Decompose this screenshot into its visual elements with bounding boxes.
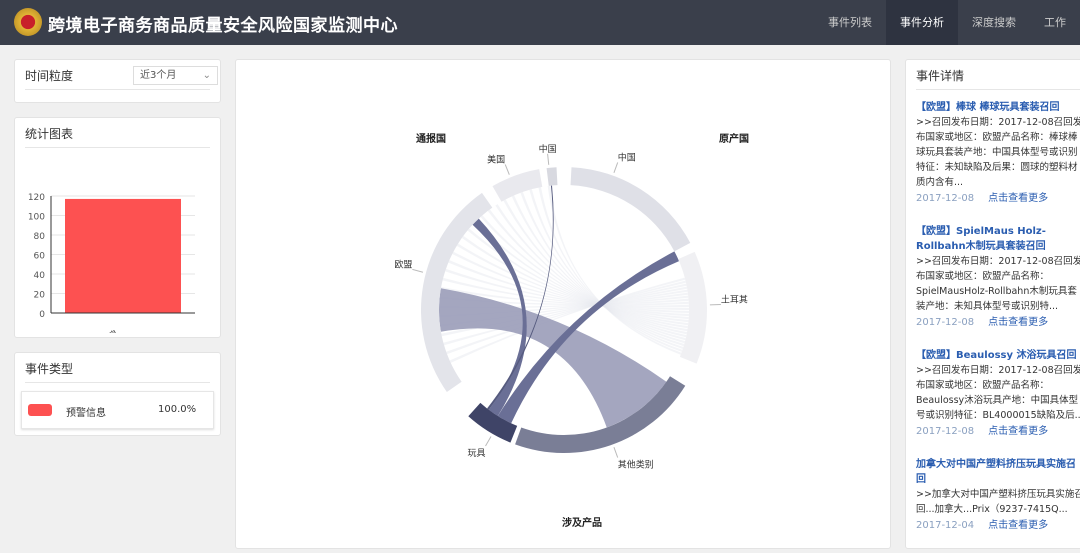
y-tick-label: 100 <box>28 213 45 223</box>
main-nav: 事件列表 事件分析 深度搜索 工作 <box>814 0 1080 45</box>
event-title-link[interactable]: 【欧盟】Beaulossy 沐浴玩具召回 <box>916 348 1080 363</box>
x-tick-label: 预警信息 <box>83 327 120 333</box>
chord-label: 美国 <box>487 153 505 165</box>
nav-deep-search[interactable]: 深度搜索 <box>958 0 1030 45</box>
chord-group-arc <box>493 169 543 202</box>
event-summary: >>召回发布日期：2017-12-08召回发布国家或地区：欧盟产品名称：Beau… <box>916 363 1080 423</box>
chord-label: 土耳其 <box>721 294 748 306</box>
chord-label: 中国 <box>618 151 636 163</box>
event-item: 【欧盟】棒球 棒球玩具套装召回 >>召回发布日期：2017-12-08召回发布国… <box>916 90 1080 214</box>
chord-diagram: 中国美国欧盟中国土耳其其他类别玩具通报国原产国涉及产品 <box>236 60 892 550</box>
bar <box>65 199 181 313</box>
details-panel: 事件详情 【欧盟】棒球 棒球玩具套装召回 >>召回发布日期：2017-12-08… <box>905 59 1080 549</box>
nav-event-list[interactable]: 事件列表 <box>814 0 886 45</box>
legend-percent: 100.0% <box>158 404 196 415</box>
event-date: 2017-12-08 <box>916 317 974 328</box>
app-title: 跨境电子商务商品质量安全风险国家监测中心 <box>48 11 398 36</box>
bar-chart: 0 20 40 60 80 100 120 预警信息 <box>15 148 220 333</box>
nav-work[interactable]: 工作 <box>1030 0 1080 45</box>
chord-label: 中国 <box>539 143 557 155</box>
view-more-link[interactable]: 点击查看更多 <box>988 193 1048 204</box>
event-summary: >>召回发布日期：2017-12-08召回发布国家或地区：欧盟产品名称：Spie… <box>916 254 1080 314</box>
event-title-link[interactable]: 【欧盟】棒球 棒球玩具套装召回 <box>916 100 1080 115</box>
label-leader <box>412 269 423 272</box>
chord-label: 其他类别 <box>618 459 654 471</box>
time-granularity-panel: 时间粒度 近3个月⌄ <box>14 59 221 103</box>
group-title: 通报国 <box>416 132 446 145</box>
event-date: 2017-12-08 <box>916 426 974 437</box>
select-value: 近3个月 <box>140 70 176 81</box>
chord-panel: 中国美国欧盟中国土耳其其他类别玩具通报国原产国涉及产品 <box>235 59 891 549</box>
label-leader <box>486 436 492 446</box>
chevron-down-icon: ⌄ <box>203 67 211 84</box>
chord-label: 玩具 <box>467 448 485 459</box>
y-tick-label: 60 <box>34 252 46 262</box>
view-more-link[interactable]: 点击查看更多 <box>988 317 1048 328</box>
event-date: 2017-12-08 <box>916 193 974 204</box>
group-title: 涉及产品 <box>562 516 602 529</box>
y-tick-label: 20 <box>34 291 46 301</box>
details-title: 事件详情 <box>916 60 1080 90</box>
emblem-logo <box>14 8 42 36</box>
event-summary: >>召回发布日期：2017-12-08召回发布国家或地区：欧盟产品名称：棒球棒球… <box>916 115 1080 190</box>
event-title-link[interactable]: 加拿大对中国产塑料挤压玩具实施召回 <box>916 457 1080 487</box>
event-item: 【欧盟】SpielMaus Holz-Rollbahn木制玩具套装召回 >>召回… <box>916 214 1080 338</box>
legend-item[interactable]: 预警信息 100.0% <box>21 391 214 429</box>
legend-label: 预警信息 <box>66 404 106 419</box>
event-type-title: 事件类型 <box>25 353 210 383</box>
event-title-link[interactable]: 【欧盟】SpielMaus Holz-Rollbahn木制玩具套装召回 <box>916 224 1080 254</box>
chord-label: 欧盟 <box>394 258 412 270</box>
view-more-link[interactable]: 点击查看更多 <box>988 520 1048 531</box>
chord-group-arc <box>547 167 558 186</box>
y-tick-label: 80 <box>34 232 46 242</box>
event-item: 加拿大对中国产塑料挤压玩具实施召回 >>加拿大对中国产塑料挤压玩具实施召回...… <box>916 447 1080 541</box>
label-leader <box>548 154 549 165</box>
stats-title: 统计图表 <box>25 118 210 148</box>
label-leader <box>505 164 509 174</box>
nav-event-analysis[interactable]: 事件分析 <box>886 0 958 45</box>
legend-swatch <box>28 404 52 416</box>
y-tick-label: 40 <box>34 271 46 281</box>
y-tick-label: 0 <box>39 310 45 320</box>
label-leader <box>614 162 618 172</box>
event-type-panel: 事件类型 预警信息 100.0% <box>14 352 221 436</box>
top-bar: 跨境电子商务商品质量安全风险国家监测中心 事件列表 事件分析 深度搜索 工作 <box>0 0 1080 45</box>
event-summary: >>加拿大对中国产塑料挤压玩具实施召回...加拿大...Prix（9237-74… <box>916 487 1080 517</box>
label-leader <box>614 447 618 457</box>
group-title: 原产国 <box>719 132 749 145</box>
event-date: 2017-12-04 <box>916 520 974 531</box>
stats-panel: 统计图表 0 20 40 60 80 100 120 预警信息 <box>14 117 221 338</box>
y-tick-label: 120 <box>28 193 45 203</box>
view-more-link[interactable]: 点击查看更多 <box>988 426 1048 437</box>
chord-group-arc <box>571 167 691 251</box>
event-item: 【欧盟】Beaulossy 沐浴玩具召回 >>召回发布日期：2017-12-08… <box>916 338 1080 447</box>
time-range-select[interactable]: 近3个月 ⌄ <box>133 66 218 85</box>
